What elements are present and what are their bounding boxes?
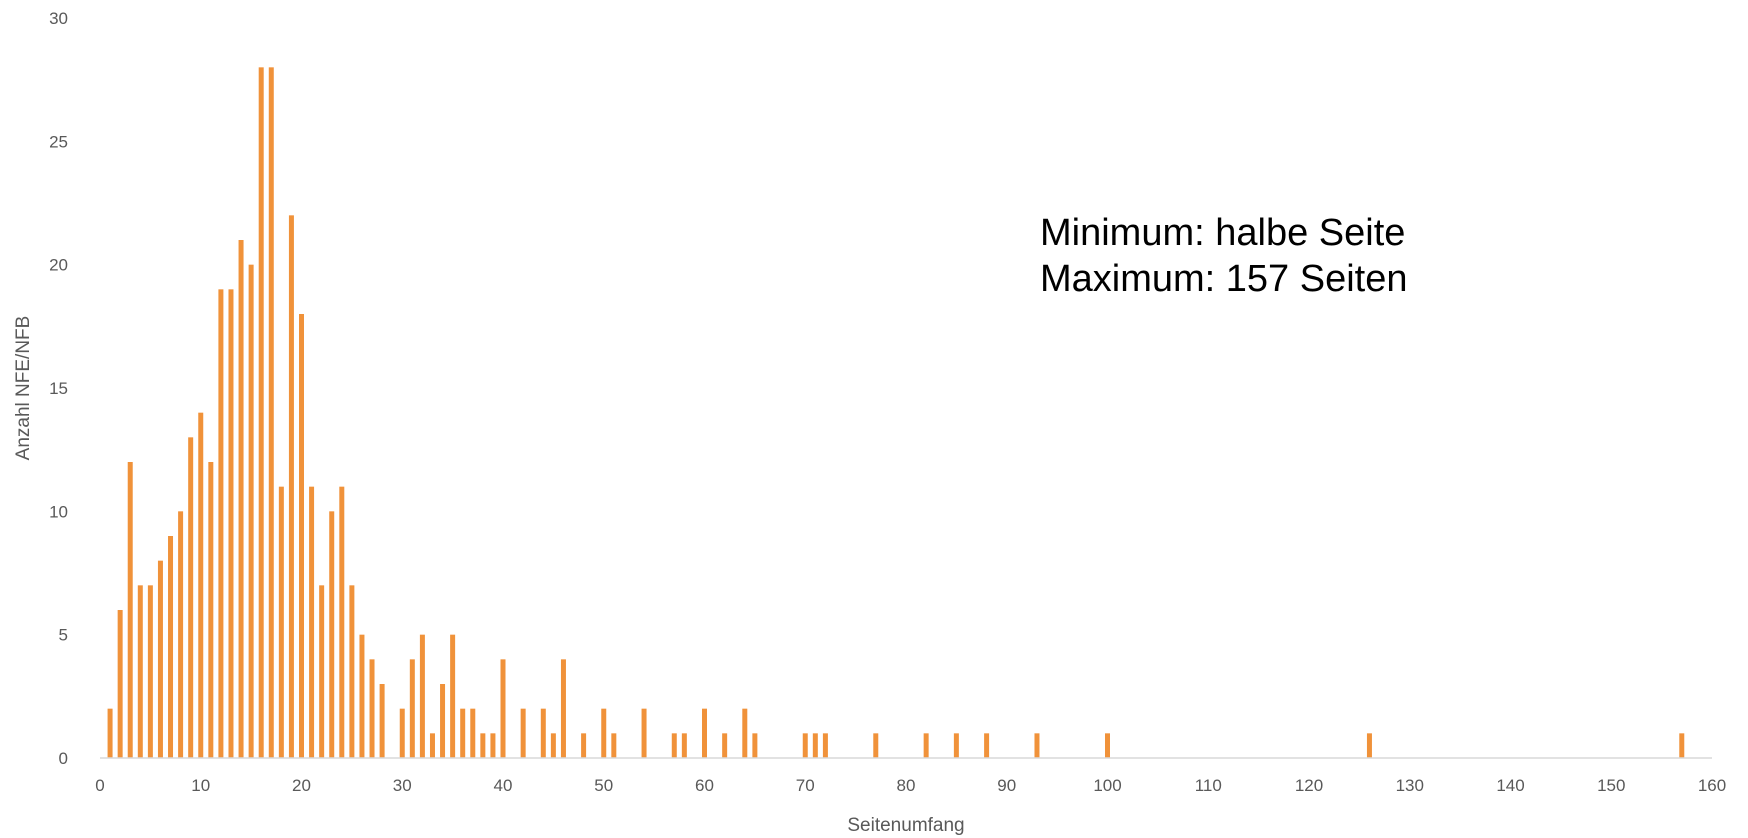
x-tick-label: 110 [1195,776,1222,795]
x-tick-label: 70 [796,776,815,795]
bar [611,733,617,758]
bar [641,708,647,758]
bar [268,67,274,759]
bar [1105,733,1110,758]
bar [127,462,133,758]
bar [873,733,879,758]
y-tick-label: 10 [49,502,68,521]
bar [349,585,355,758]
x-axis-title: Seitenumfang [847,815,964,836]
bar [440,684,446,758]
bar [560,659,566,758]
bar [742,708,748,758]
bar [168,536,174,758]
bar [107,708,113,758]
bar [137,585,143,758]
bar [228,289,234,758]
x-tick-label: 40 [494,776,513,795]
bar [419,634,425,758]
bar [581,733,587,758]
y-tick-label: 30 [49,9,68,28]
y-tick-label: 5 [59,626,68,645]
x-tick-label: 60 [695,776,714,795]
x-tick-label: 160 [1698,776,1726,795]
x-tick-label: 20 [292,776,311,795]
bar [319,585,325,758]
bar [248,264,254,758]
x-tick-label: 140 [1496,776,1524,795]
bar [278,486,284,758]
bar [329,511,335,758]
bar [369,659,375,758]
bar [540,708,546,758]
min-max-annotation: Minimum: halbe Seite Maximum: 157 Seiten [1040,210,1408,302]
y-axis-ticks: 0 5 10 15 20 25 30 [49,9,68,768]
bar [1366,733,1372,758]
bar [359,634,365,758]
y-tick-label: 20 [49,256,68,275]
bar [822,733,828,758]
bars [107,67,1685,759]
bar [117,610,123,758]
bar [702,708,707,758]
y-tick-label: 15 [49,379,68,398]
bar [752,733,758,758]
x-tick-label: 10 [191,776,210,795]
bar [258,67,264,759]
bar [681,733,687,758]
annotation-maximum: Maximum: 157 Seiten [1040,258,1408,300]
bar [198,412,204,758]
x-tick-label: 80 [897,776,916,795]
bar [953,733,959,758]
bar [984,733,990,758]
bar [550,733,556,758]
bar [722,733,728,758]
x-tick-label: 120 [1295,776,1323,795]
bar [188,437,194,758]
bar [500,659,506,758]
x-tick-label: 0 [95,776,104,795]
bar [409,659,415,758]
x-tick-label: 30 [393,776,412,795]
bar [147,585,153,758]
x-tick-label: 150 [1597,776,1625,795]
y-axis-title: Anzahl NFE/NFB [13,316,34,461]
bar [812,733,818,758]
x-tick-label: 90 [997,776,1016,795]
bar [520,708,526,758]
bar [178,511,184,758]
bar [399,708,405,758]
bar [339,486,345,758]
x-axis-ticks: 0 10 20 30 40 50 60 70 80 90 100 110 120 130 140 150 160 [95,776,1726,795]
x-tick-label: 100 [1093,776,1121,795]
bar [470,708,476,758]
bar [671,733,677,758]
x-tick-label: 130 [1396,776,1424,795]
bar [1679,733,1685,758]
bar [601,708,607,758]
bar [490,733,496,758]
bar [460,708,466,758]
bar [480,733,486,758]
bar [923,733,929,758]
bar [288,215,294,759]
bar [208,462,214,758]
y-tick-label: 25 [49,132,68,151]
annotation-minimum: Minimum: halbe Seite [1040,212,1406,254]
bar [450,634,456,758]
bar [238,240,244,758]
bar [309,486,315,758]
bar [429,733,435,758]
bar [1034,733,1040,758]
bar [218,289,224,758]
bar [379,684,385,758]
bar [299,314,304,758]
bar [802,733,808,758]
x-tick-label: 50 [594,776,613,795]
bar [157,560,163,758]
y-tick-label: 0 [59,749,68,768]
